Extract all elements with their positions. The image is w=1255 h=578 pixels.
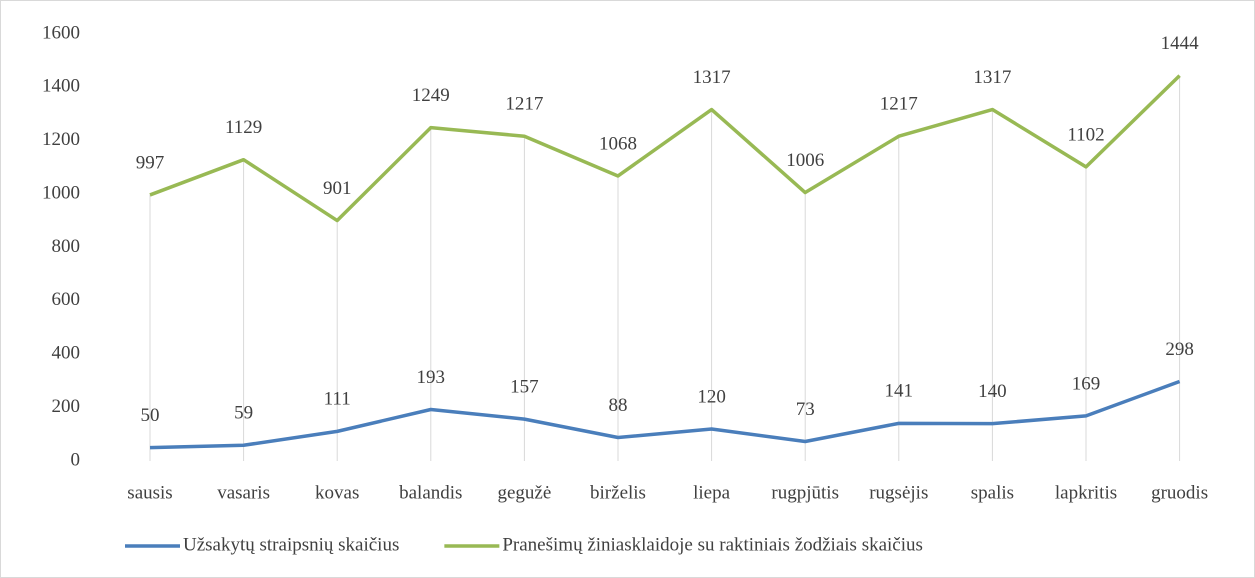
data-label: 298 (1165, 339, 1194, 360)
data-label: 1102 (1067, 124, 1104, 145)
data-label: 141 (885, 381, 914, 402)
y-tick-label: 600 (52, 289, 81, 310)
x-tick-label: rugsėjis (869, 482, 928, 503)
x-tick-label: sausis (127, 482, 172, 503)
data-label: 1068 (599, 133, 637, 154)
data-label: 193 (417, 367, 446, 388)
x-tick-label: balandis (399, 482, 462, 503)
data-label: 1217 (880, 94, 918, 115)
x-tick-label: spalis (971, 482, 1014, 503)
x-tick-label: liepa (693, 482, 730, 503)
y-tick-label: 1000 (42, 182, 80, 203)
data-label: 120 (697, 386, 726, 407)
series-line (149, 74, 1181, 223)
x-tick-label: vasaris (217, 482, 270, 503)
data-label: 1317 (973, 67, 1011, 88)
y-tick-label: 400 (52, 343, 81, 364)
data-label: 59 (234, 403, 253, 424)
y-tick-label: 200 (52, 396, 81, 417)
data-label: 140 (978, 381, 1007, 402)
data-label: 169 (1072, 373, 1101, 394)
data-label: 73 (796, 399, 815, 420)
data-label: 157 (510, 376, 539, 397)
x-tick-label: kovas (315, 482, 359, 503)
x-tick-label: gegužė (497, 482, 551, 503)
data-label: 1317 (693, 67, 731, 88)
y-tick-label: 0 (71, 449, 81, 470)
data-label: 88 (609, 395, 628, 416)
data-label: 901 (323, 178, 352, 199)
series-line (149, 379, 1181, 450)
data-label: 1444 (1161, 33, 1200, 54)
data-label: 50 (141, 405, 160, 426)
y-tick-label: 1600 (42, 22, 80, 43)
data-label: 1006 (786, 150, 824, 171)
legend-label: Pranešimų žiniasklaidoje su raktiniais ž… (502, 534, 923, 555)
data-label: 1217 (505, 94, 543, 115)
x-tick-label: lapkritis (1055, 482, 1117, 503)
data-label: 997 (136, 152, 165, 173)
data-label: 1129 (225, 117, 262, 138)
y-tick-label: 800 (52, 236, 81, 257)
y-tick-label: 1200 (42, 129, 80, 150)
data-label: 111 (324, 389, 351, 410)
data-label: 1249 (412, 85, 450, 106)
x-tick-label: rugpjūtis (771, 482, 839, 503)
legend-label: Užsakytų straipsnių skaičius (183, 534, 399, 555)
y-tick-label: 1400 (42, 76, 80, 97)
x-tick-label: birželis (590, 482, 646, 503)
x-tick-label: gruodis (1151, 482, 1208, 503)
